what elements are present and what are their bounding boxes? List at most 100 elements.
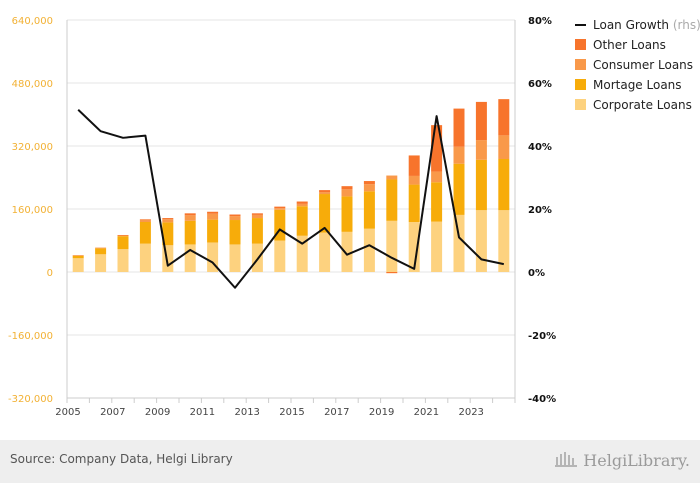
bar-consumer-loans — [184, 215, 196, 221]
y-tick-label-left: 480,000 — [12, 79, 53, 90]
bar-consumer-loans — [341, 189, 353, 197]
y-tick-label-right: 80% — [528, 16, 552, 27]
logo-text: HelgiLibrary. — [583, 450, 690, 470]
bar-mortage-loans — [363, 191, 375, 229]
bar-corporate-loans — [117, 249, 129, 272]
bar-mortage-loans — [139, 221, 151, 244]
x-tick-label: 2005 — [55, 407, 80, 418]
legend-label-corporate-loans: Corporate Loans — [593, 98, 692, 112]
y-tick-label-right: -40% — [528, 394, 556, 405]
bar-mortage-loans — [475, 159, 487, 211]
bar-consumer-loans — [162, 219, 174, 223]
source-text: Source: Company Data, Helgi Library — [10, 452, 233, 466]
bar-other-loans — [408, 155, 420, 176]
y-tick-label-right: 20% — [528, 205, 552, 216]
legend-swatch-mortage-loans — [575, 79, 586, 90]
bar-other-loans — [184, 213, 196, 216]
bar-mortage-loans — [117, 236, 129, 250]
bar-mortage-loans — [72, 255, 84, 259]
bar-other-loans — [251, 213, 263, 215]
bar-other-loans — [498, 99, 510, 136]
chart: 640,000 80% 480,000 60% 320,000 40% 160,000 20%… — [8, 16, 700, 418]
bar-corporate-loans — [229, 244, 241, 272]
bar-other-loans — [363, 181, 375, 185]
legend-label-consumer-loans: Consumer Loans — [593, 58, 693, 72]
bar-corporate-loans — [363, 228, 375, 272]
bar-corporate-loans — [431, 221, 443, 272]
bar-mortage-loans — [184, 220, 196, 245]
legend-label-loan-growth: Loan Growth (rhs) — [593, 18, 700, 32]
legend-rhs-suffix: (rhs) — [673, 18, 700, 32]
bar-consumer-loans — [251, 214, 263, 219]
bar-corporate-loans — [498, 210, 510, 272]
y-tick-label-left: 320,000 — [12, 142, 53, 153]
bar-other-loans — [475, 101, 487, 141]
bar-consumer-loans — [207, 213, 219, 220]
bar-mortage-loans — [229, 220, 241, 245]
bar-consumer-loans — [498, 135, 510, 159]
x-tick-label: 2017 — [324, 407, 349, 418]
bar-corporate-loans — [453, 214, 465, 272]
x-tick-label: 2011 — [190, 407, 215, 418]
bar-consumer-loans — [139, 219, 151, 222]
bar-corporate-loans — [475, 210, 487, 272]
loan-growth-line — [77, 109, 505, 289]
bar-consumer-loans — [319, 192, 331, 195]
bar-other-loans — [162, 218, 174, 220]
legend-swatch-consumer-loans — [575, 59, 586, 70]
y-tick-label-right: 60% — [528, 79, 552, 90]
bar-other-loans — [296, 201, 308, 204]
bar-mortage-loans — [431, 182, 443, 222]
x-tick-label: 2015 — [279, 407, 304, 418]
y-tick-label-right: 40% — [528, 142, 552, 153]
x-tick-label: 2021 — [414, 407, 439, 418]
bar-mortage-loans — [386, 179, 398, 221]
bar-other-loans — [319, 190, 331, 193]
legend-swatch-corporate-loans — [575, 99, 586, 110]
bar-mortage-loans — [207, 219, 219, 243]
y-tick-label-left: 0 — [47, 268, 53, 279]
y-tick-label-left: -320,000 — [8, 394, 53, 405]
bar-consumer-loans — [475, 140, 487, 160]
y-tick-label-right: 0% — [528, 268, 545, 279]
helgi-library-logo[interactable]: HelgiLibrary. — [555, 449, 690, 471]
footer: Source: Company Data, Helgi Library Helg… — [0, 440, 700, 483]
x-tick-label: 2013 — [234, 407, 259, 418]
bar-mortage-loans — [319, 194, 331, 233]
y-tick-label-right: -20% — [528, 331, 556, 342]
bar-mortage-loans — [296, 206, 308, 236]
bar-corporate-loans — [162, 245, 174, 272]
bar-other-loans — [453, 108, 465, 147]
bar-consumer-loans — [229, 216, 241, 221]
bar-mortage-loans — [408, 184, 420, 222]
bar-consumer-loans — [453, 146, 465, 164]
bar-other-loans — [229, 214, 241, 217]
bar-other-loans — [341, 186, 353, 190]
bar-mortage-loans — [341, 196, 353, 232]
legend-label-mortage-loans: Mortage Loans — [593, 78, 682, 92]
bar-corporate-loans — [274, 240, 286, 272]
bar-other-loans — [431, 125, 443, 172]
bar-other-loans — [386, 272, 398, 274]
bar-consumer-loans — [363, 184, 375, 192]
legend-swatch-other-loans — [575, 39, 586, 50]
bar-mortage-loans — [95, 248, 107, 255]
bar-corporate-loans — [296, 235, 308, 272]
bar-consumer-loans — [117, 235, 129, 237]
bar-mortage-loans — [251, 218, 263, 244]
bar-corporate-loans — [386, 220, 398, 272]
bar-consumer-loans — [386, 175, 398, 180]
bar-corporate-loans — [139, 243, 151, 272]
y-tick-label-left: 160,000 — [12, 205, 53, 216]
bar-corporate-loans — [72, 258, 84, 272]
bar-corporate-loans — [184, 244, 196, 272]
bar-mortage-loans — [274, 209, 286, 241]
bar-other-loans — [117, 234, 129, 236]
bar-corporate-loans — [408, 221, 420, 272]
bar-consumer-loans — [72, 255, 84, 256]
legend-label-other-loans: Other Loans — [593, 38, 666, 52]
x-tick-label: 2007 — [100, 407, 125, 418]
bar-consumer-loans — [274, 208, 286, 210]
bar-consumer-loans — [408, 175, 420, 185]
bar-consumer-loans — [296, 203, 308, 207]
